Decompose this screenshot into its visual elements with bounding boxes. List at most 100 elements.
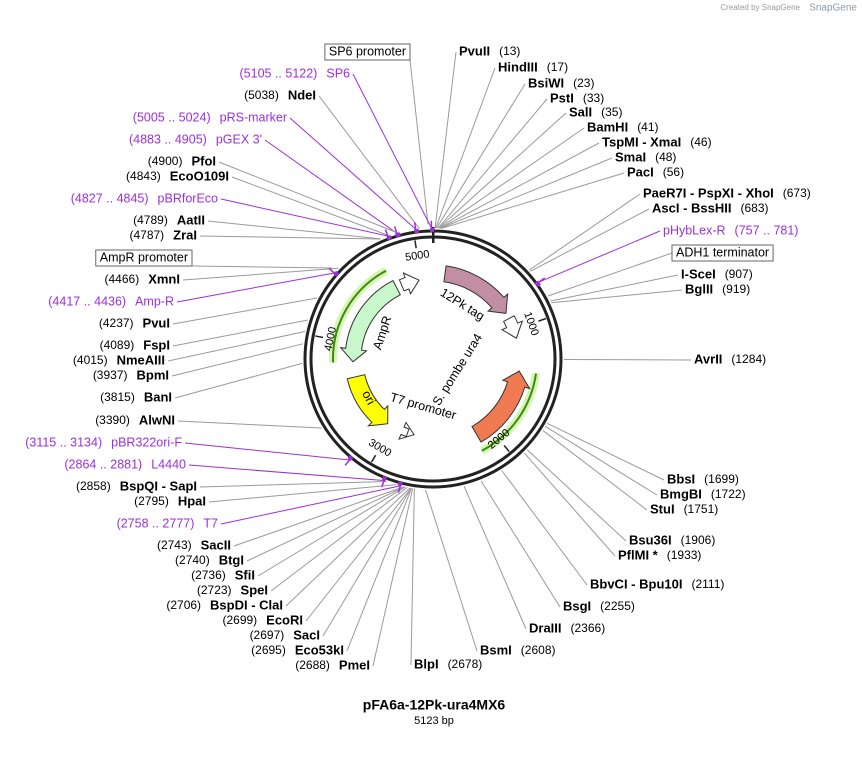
enzyme-site: (4787) [129,228,164,242]
site-line [172,319,309,347]
site-line [172,297,318,325]
enzyme-site: (2723) [197,583,232,597]
enzyme-site: (23) [573,76,594,90]
primer-name: Amp-R [135,294,174,308]
site-line [318,95,420,230]
enzyme-name: AatII [177,212,205,227]
primer-site [347,455,354,461]
primer-site [333,270,340,277]
enzyme-site: (1751) [684,502,719,516]
tick-label: 3000 [366,437,393,460]
site-line [547,252,673,297]
enzyme-site: (2111) [691,577,724,591]
tick-mark [414,240,417,249]
primer-name: pHybLex-R [663,223,726,237]
enzyme-site: (2678) [448,657,483,671]
enzyme-name: BsiWI [528,75,564,90]
feature-box-label: SP6 promoter [329,44,406,58]
enzyme-name: BsmI [480,642,512,657]
site-line [177,420,322,429]
primer-line [176,272,335,303]
primer-name: L4440 [151,457,186,471]
site-line [208,484,397,503]
site-line [440,142,600,229]
enzyme-site: (2688) [295,658,330,672]
site-line [305,487,412,622]
enzyme-name: EcoO109I [170,168,229,183]
enzyme-name: BbsI [667,471,695,486]
primer-tick [344,458,351,466]
enzyme-name: TspMI - XmaI [602,134,681,149]
primer-line [184,442,350,461]
enzyme-name: AscI - BssHII [652,200,731,215]
enzyme-site: (4789) [133,213,168,227]
site-line [218,161,398,234]
primer-name: pBR322ori-F [111,435,182,449]
enzyme-name: BsgI [563,598,591,613]
enzyme-site: (33) [583,91,604,105]
site-line [542,430,648,511]
site-line [501,470,588,586]
enzyme-name: PfoI [191,153,216,168]
enzyme-site: (2795) [134,494,169,508]
tick-label: 1000 [521,310,541,337]
tick-mark [315,335,324,339]
primer-range: (2864 .. 2881) [64,457,142,471]
site-line [171,343,304,377]
primer-name: pRS-marker [220,110,287,124]
label-lines [167,51,692,667]
site-line [437,98,548,229]
tick-mark [503,444,510,453]
primer-range: (4417 .. 4436) [48,294,126,308]
feature-box [324,43,411,61]
site-line [463,486,527,630]
primer-range: (3115 .. 3134) [25,435,102,449]
site-line [550,274,679,302]
feature-arrow [398,272,420,295]
primer-line [188,464,385,482]
feature-arrow [471,370,531,443]
primer-range: (5005 .. 5024) [133,110,211,124]
primer-name: pBRforEco [158,191,218,205]
enzyme-name: BbvCI - Bpu10I [590,576,682,591]
site-line [270,487,408,592]
enzyme-site: (5038) [244,88,279,102]
credit-logo: SnapGene [809,3,857,14]
enzyme-name: BtgI [219,552,244,567]
primer-tick [384,229,389,238]
feature-box [671,244,774,262]
enzyme-name: HindIII [498,59,538,74]
enzyme-name: NdeI [288,87,316,102]
feature-arrow [500,315,524,339]
site-line [436,83,526,229]
enzyme-name: PvuII [459,43,490,58]
feature-arrow [398,421,415,440]
backbone-outer [303,229,563,489]
enzyme-name: PflMI * [618,547,659,562]
plasmid-name: pFA6a-12Pk-ura4MX6 [363,697,506,713]
enzyme-name: I-SceI [681,266,716,281]
site-line [199,480,387,488]
enzyme-site: (673) [783,186,811,200]
enzyme-site: (1284) [731,352,766,366]
primer-site [381,475,387,482]
enzyme-name: BspQI - SapI [120,478,197,493]
enzyme-site: (17) [547,60,568,74]
enzyme-site: (1722) [711,487,746,501]
enzyme-name: PmeI [339,657,370,672]
site-line [439,127,585,229]
enzyme-name: SmaI [615,149,646,164]
site-line [182,267,339,281]
enzyme-site: (4900) [148,154,183,168]
feature-label: S. pombe ura4 [430,331,485,408]
site-line [246,486,405,562]
enzyme-site: (2697) [250,628,285,642]
site-line [199,235,381,240]
primer-line [538,230,661,283]
enzyme-site: (683) [740,201,768,215]
site-line [322,487,412,637]
enzyme-name: AlwNI [139,412,175,427]
enzyme-name: BspDI - ClaI [210,597,283,612]
enzyme-site: (2706) [166,598,201,612]
enzyme-name: DraIII [529,620,562,635]
